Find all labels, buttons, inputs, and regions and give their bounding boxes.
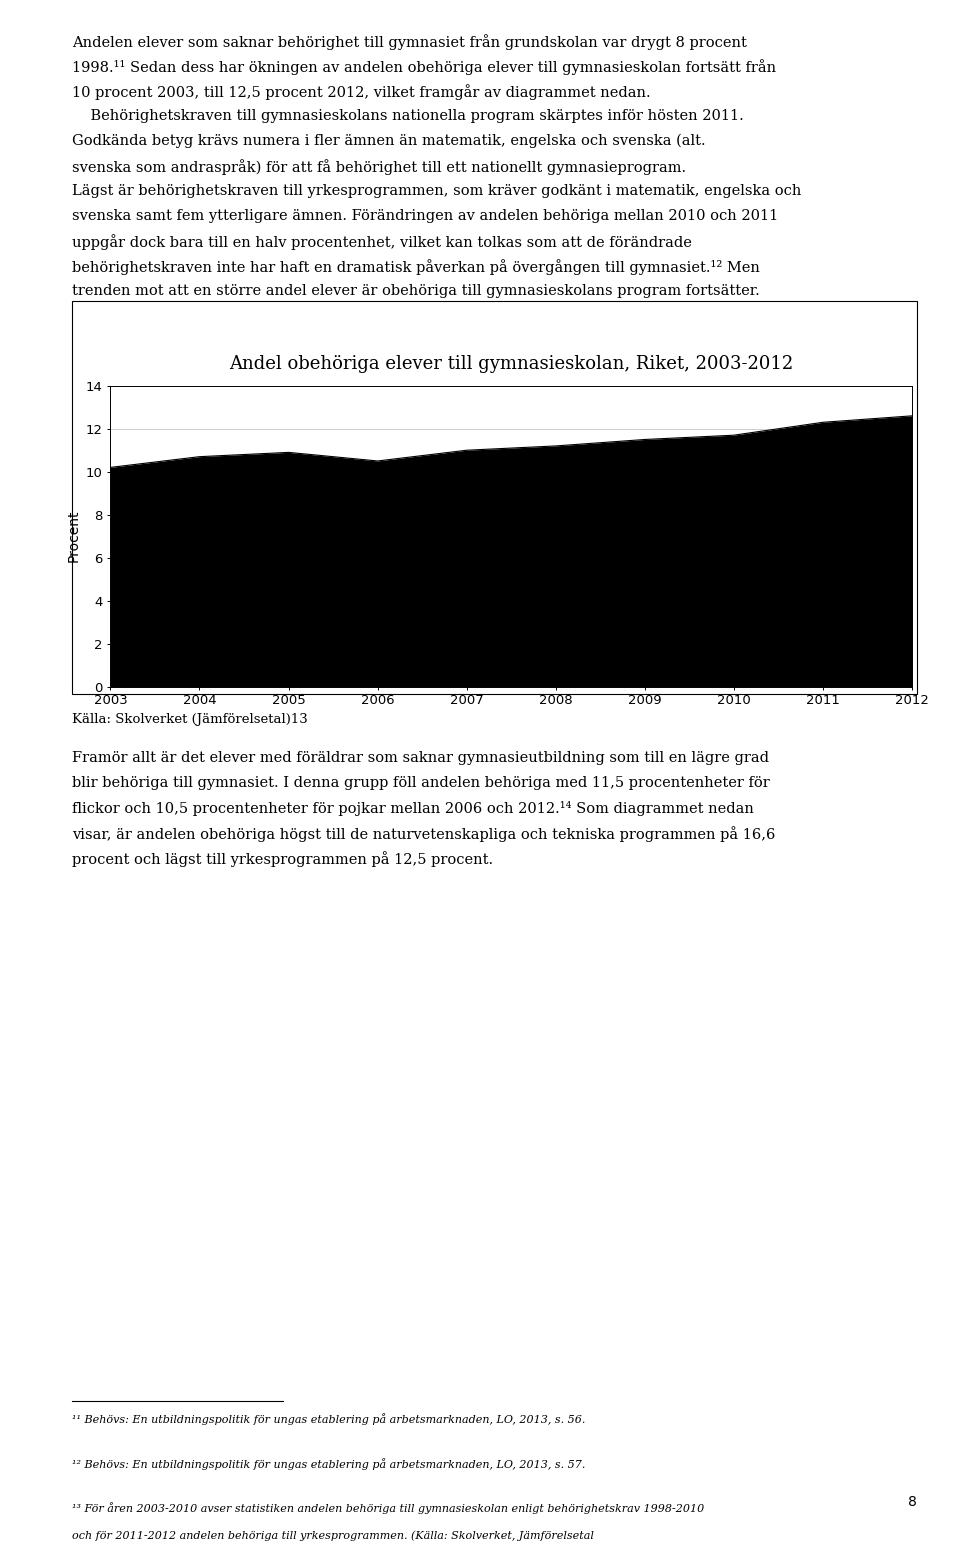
Text: och för 2011-2012 andelen behöriga till yrkesprogrammen. (Källa: Skolverket, Jäm: och för 2011-2012 andelen behöriga till … <box>72 1531 594 1540</box>
Text: trenden mot att en större andel elever är obehöriga till gymnasieskolans program: trenden mot att en större andel elever ä… <box>72 284 759 298</box>
Text: flickor och 10,5 procentenheter för pojkar mellan 2006 och 2012.¹⁴ Som diagramme: flickor och 10,5 procentenheter för pojk… <box>72 801 754 816</box>
Text: 1998.¹¹ Sedan dess har ökningen av andelen obehöriga elever till gymnasieskolan : 1998.¹¹ Sedan dess har ökningen av andel… <box>72 59 776 74</box>
Text: svenska som andraspråk) för att få behörighet till ett nationellt gymnasieprogra: svenska som andraspråk) för att få behör… <box>72 159 686 174</box>
Y-axis label: Procent: Procent <box>66 509 81 563</box>
Title: Andel obehöriga elever till gymnasieskolan, Riket, 2003-2012: Andel obehöriga elever till gymnasieskol… <box>229 355 793 373</box>
Text: procent och lägst till yrkesprogrammen på 12,5 procent.: procent och lägst till yrkesprogrammen p… <box>72 852 493 867</box>
Text: visar, är andelen obehöriga högst till de naturvetenskapliga och tekniska progra: visar, är andelen obehöriga högst till d… <box>72 827 776 842</box>
Text: Behörighetskraven till gymnasieskolans nationella program skärptes inför hösten : Behörighetskraven till gymnasieskolans n… <box>72 110 744 123</box>
Text: blir behöriga till gymnasiet. I denna grupp föll andelen behöriga med 11,5 proce: blir behöriga till gymnasiet. I denna gr… <box>72 776 770 790</box>
Text: ¹³ För åren 2003-2010 avser statistiken andelen behöriga till gymnasieskolan enl: ¹³ För åren 2003-2010 avser statistiken … <box>72 1503 705 1514</box>
Text: Godkända betyg krävs numera i fler ämnen än matematik, engelska och svenska (alt: Godkända betyg krävs numera i fler ämnen… <box>72 134 706 148</box>
Text: 10 procent 2003, till 12,5 procent 2012, vilket framgår av diagrammet nedan.: 10 procent 2003, till 12,5 procent 2012,… <box>72 83 651 100</box>
Text: svenska samt fem ytterligare ämnen. Förändringen av andelen behöriga mellan 2010: svenska samt fem ytterligare ämnen. Förä… <box>72 208 779 222</box>
Text: Källa: Skolverket (Jämförelsetal)13: Källa: Skolverket (Jämförelsetal)13 <box>72 713 308 725</box>
Text: ¹¹ Behövs: En utbildningspolitik för ungas etablering på arbetsmarknaden, LO, 20: ¹¹ Behövs: En utbildningspolitik för ung… <box>72 1413 586 1426</box>
Text: Andelen elever som saknar behörighet till gymnasiet från grundskolan var drygt 8: Andelen elever som saknar behörighet til… <box>72 34 747 49</box>
Text: ¹² Behövs: En utbildningspolitik för ungas etablering på arbetsmarknaden, LO, 20: ¹² Behövs: En utbildningspolitik för ung… <box>72 1458 586 1469</box>
Text: Lägst är behörighetskraven till yrkesprogrammen, som kräver godkänt i matematik,: Lägst är behörighetskraven till yrkespro… <box>72 184 802 198</box>
Text: 8: 8 <box>908 1495 917 1509</box>
Text: Framör allt är det elever med föräldrar som saknar gymnasieutbildning som till e: Framör allt är det elever med föräldrar … <box>72 751 769 765</box>
Text: uppgår dock bara till en halv procentenhet, vilket kan tolkas som att de förändr: uppgår dock bara till en halv procentenh… <box>72 235 692 250</box>
Text: behörighetskraven inte har haft en dramatisk påverkan på övergången till gymnasi: behörighetskraven inte har haft en drama… <box>72 259 760 275</box>
